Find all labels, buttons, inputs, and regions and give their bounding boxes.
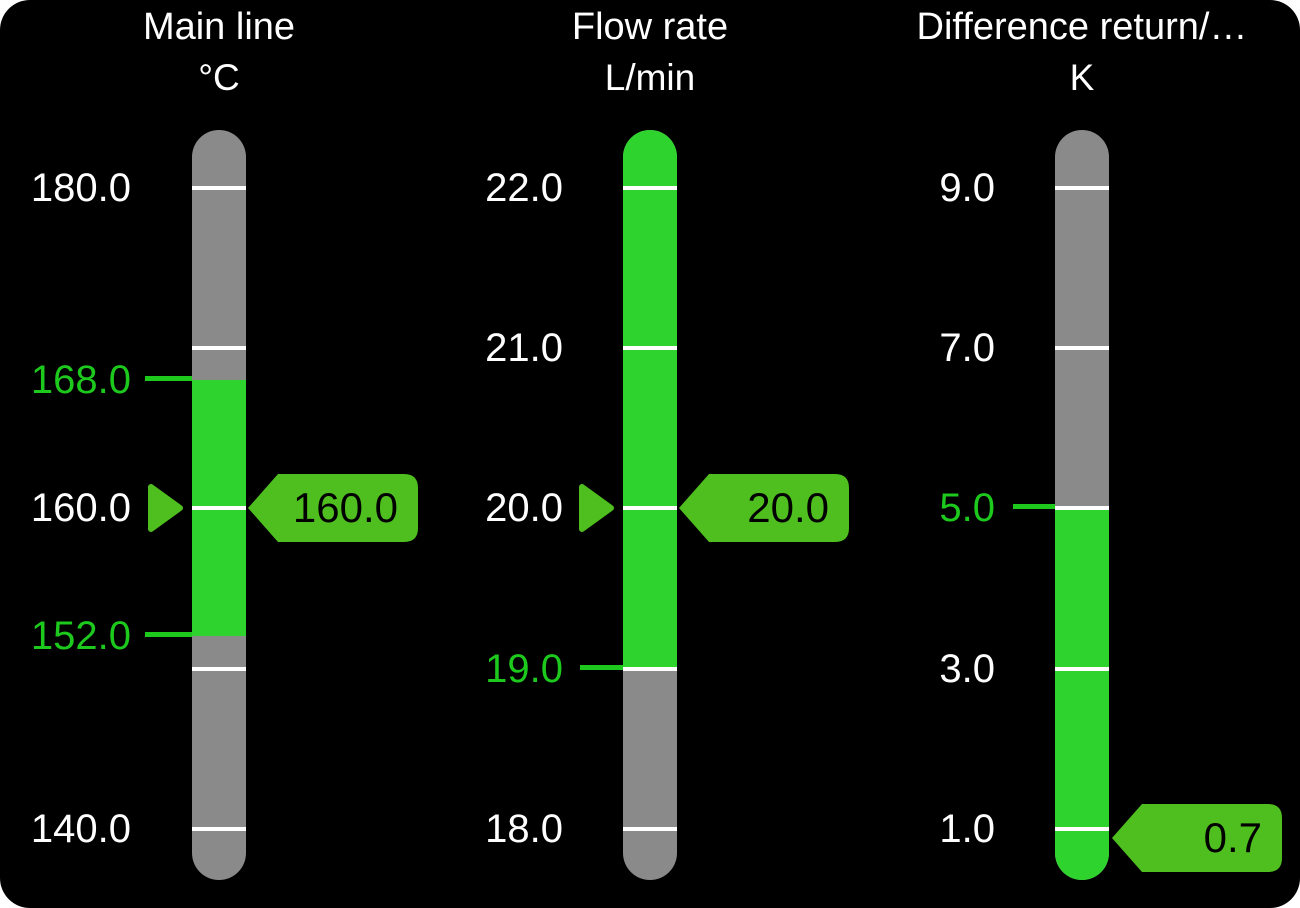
gauge-bar-track [1055, 130, 1109, 880]
gauge-limit-label: 19.0 [485, 647, 563, 691]
gauge-title: Difference return/… [916, 6, 1248, 48]
gauge-scale-label: 22.0 [485, 166, 563, 210]
upper-limit-line [1013, 504, 1055, 509]
gauge-unit: K [1069, 57, 1095, 98]
gauge-good-zone [623, 130, 677, 669]
badge-arrow-icon [679, 474, 849, 542]
gauge-major-tick [623, 346, 677, 350]
value-badge-text: 0.7 [1203, 814, 1262, 861]
value-badge-text: 160.0 [292, 484, 398, 531]
gauge-scale-label: 7.0 [939, 326, 995, 370]
gauge-major-tick [623, 186, 677, 190]
gauge-scale-label: 3.0 [939, 647, 995, 691]
lower-limit-line [145, 632, 192, 637]
badge-arrow-icon [248, 474, 418, 542]
gauge-major-tick [1055, 186, 1109, 190]
gauge-scale-label: 21.0 [485, 326, 563, 370]
gauge-limit-label: 5.0 [939, 486, 995, 530]
gauge-bar-track [192, 130, 246, 880]
gauge-major-tick [1055, 827, 1109, 831]
gauge-unit: °C [198, 57, 240, 98]
gauge-scale-label: 160.0 [30, 486, 131, 530]
gauge-major-tick [192, 827, 246, 831]
gauge-limit-label: 152.0 [30, 614, 131, 658]
badge-arrow-icon [1112, 804, 1282, 872]
gauge-good-zone [1055, 508, 1109, 880]
value-badge: 20.0 [679, 474, 849, 542]
gauge-major-tick [192, 346, 246, 350]
gauge-unit: L/min [604, 57, 696, 98]
gauge-major-tick [623, 667, 677, 671]
gauge-major-tick [1055, 506, 1109, 510]
gauge-title: Main line [142, 6, 296, 48]
gauge-major-tick [623, 506, 677, 510]
gauge-major-tick [192, 506, 246, 510]
value-pointer-icon [579, 482, 615, 534]
gauge-major-tick [192, 186, 246, 190]
value-pointer-icon [148, 482, 184, 534]
gauge-limit-label: 168.0 [30, 358, 131, 402]
gauge-scale-label: 18.0 [485, 807, 563, 851]
value-badge: 0.7 [1112, 804, 1282, 872]
lower-limit-line [580, 665, 623, 670]
gauge-scale-label: 1.0 [939, 807, 995, 851]
gauge-scale-label: 140.0 [30, 807, 131, 851]
value-badge: 160.0 [248, 474, 418, 542]
upper-limit-line [145, 376, 192, 381]
gauge-major-tick [1055, 346, 1109, 350]
gauge-scale-label: 9.0 [939, 166, 995, 210]
gauge-scale-label: 20.0 [485, 486, 563, 530]
gauge-major-tick [192, 667, 246, 671]
gauge-major-tick [1055, 667, 1109, 671]
value-badge-text: 20.0 [747, 484, 829, 531]
gauge-bar-track [623, 130, 677, 880]
gauge-title: Flow rate [571, 6, 729, 48]
gauge-major-tick [623, 827, 677, 831]
gauge-scale-label: 180.0 [30, 166, 131, 210]
